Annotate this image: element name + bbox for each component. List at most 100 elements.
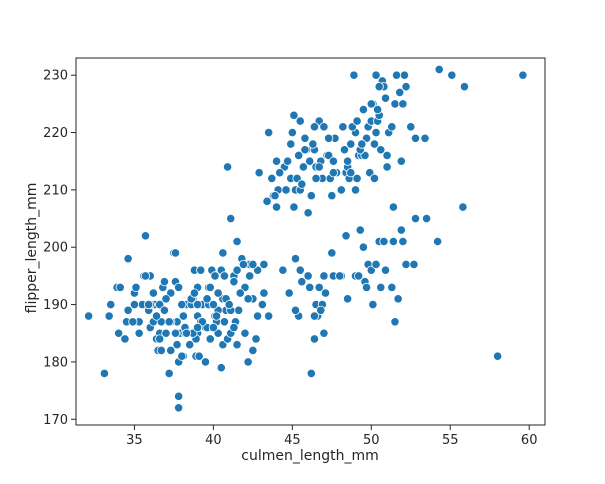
scatter-point (123, 305, 133, 315)
scatter-point (243, 294, 253, 304)
scatter-point (159, 305, 170, 315)
scatter-point (254, 168, 264, 178)
scatter-point (238, 259, 248, 270)
scatter-point (284, 288, 294, 298)
scatter-point (264, 311, 274, 321)
y-tick-label: 220 (43, 126, 68, 141)
scatter-point (410, 133, 421, 143)
scatter-point (303, 271, 313, 281)
scatter-point (213, 288, 223, 298)
scatter-point (398, 236, 408, 247)
scatter-point (311, 173, 321, 184)
scatter-point (320, 288, 331, 298)
scatter-point (286, 139, 296, 149)
scatter-point (120, 334, 130, 344)
scatter-point (155, 334, 165, 344)
scatter-point (352, 173, 362, 184)
scatter-point (177, 299, 187, 310)
scatter-point (459, 82, 470, 92)
scatter-point (223, 162, 233, 172)
scatter-point (391, 70, 402, 80)
scatter-point (177, 351, 187, 361)
scatter-point (493, 351, 503, 361)
scatter-point (264, 127, 274, 138)
scatter-point (388, 236, 398, 247)
scatter-point (305, 156, 315, 166)
scatter-point (170, 328, 181, 338)
scatter-point (298, 162, 308, 172)
scatter-point (205, 282, 215, 292)
scatter-point (205, 334, 215, 344)
scatter-point (382, 162, 392, 172)
scatter-point (303, 208, 313, 218)
scatter-point (410, 213, 421, 224)
scatter-point (271, 202, 282, 212)
scatter-point (401, 82, 411, 92)
x-tick-label: 35 (126, 433, 143, 448)
scatter-point (270, 191, 280, 201)
scatter-point (189, 288, 200, 298)
scatter-point (275, 168, 285, 178)
y-tick-label: 230 (43, 69, 68, 84)
scatter-point (174, 403, 184, 413)
x-tick-label: 60 (521, 433, 538, 448)
y-tick-label: 210 (43, 183, 68, 198)
scatter-point (289, 110, 299, 120)
scatter-point (324, 133, 334, 143)
scatter-point (396, 156, 406, 166)
scatter-point (178, 311, 188, 321)
scatter-point (376, 282, 386, 292)
scatter-point (172, 340, 182, 350)
axes-ticks: 35 40 45 50 55 60 170 180 190 200 210 220 230 (43, 69, 537, 448)
scatter-point (376, 145, 386, 155)
scatter-point (309, 334, 320, 344)
scatter-point (161, 294, 171, 304)
scatter-point (346, 168, 356, 178)
scatter-point (447, 70, 457, 80)
scatter-point (369, 139, 380, 149)
scatter-point (115, 282, 125, 292)
scatter-point (300, 133, 310, 143)
scatter-point (229, 277, 239, 287)
scatter-point (208, 322, 218, 333)
scatter-point (140, 271, 151, 281)
scatter-point (210, 271, 220, 281)
scatter-point (232, 265, 242, 275)
scatter-point (458, 202, 468, 212)
scatter-point (170, 248, 181, 258)
scatter-point (390, 99, 400, 109)
scatter-point (200, 357, 211, 367)
scatter-point (219, 271, 230, 281)
scatter-point (164, 368, 174, 378)
scatter-point (131, 282, 141, 292)
scatter-point (99, 368, 110, 378)
scatter-point (106, 299, 116, 310)
scatter-point (232, 236, 242, 247)
scatter-point (358, 242, 368, 252)
scatter-point (341, 231, 351, 241)
scatter-point (166, 345, 176, 356)
scatter-point (433, 236, 443, 247)
scatter-point (308, 139, 318, 149)
scatter-point (104, 311, 114, 321)
scatter-point (388, 202, 398, 212)
scatter-point (390, 317, 400, 327)
x-tick-label: 45 (284, 433, 301, 448)
scatter-point (335, 271, 345, 281)
scatter-point (216, 363, 226, 373)
scatter-point (316, 305, 326, 315)
scatter-point (181, 328, 192, 338)
scatter-point (328, 168, 338, 178)
scatter-point (192, 299, 203, 310)
scatter-point (393, 294, 403, 304)
scatter-point (234, 305, 244, 315)
scatter-point (305, 282, 315, 292)
scatter-point (300, 145, 310, 155)
plot-frame (75, 57, 546, 426)
scatter-point (219, 317, 230, 327)
scatter-point (159, 277, 170, 287)
scatter-points (84, 64, 528, 413)
scatter-point (271, 156, 282, 166)
scatter-point (420, 133, 430, 143)
